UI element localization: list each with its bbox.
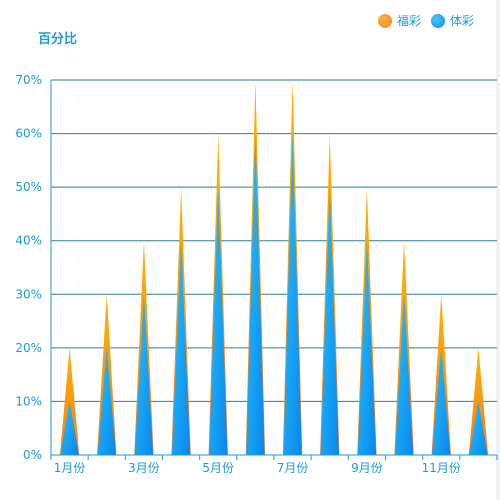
legend-dot-ticai	[430, 13, 445, 28]
x-tick-label: 7月份	[277, 461, 309, 475]
y-tick-label: 70%	[15, 73, 42, 87]
y-tick-label: 40%	[15, 234, 42, 248]
legend-dot-fucai	[377, 13, 392, 28]
x-tick-label: 3月份	[128, 461, 160, 475]
bar-ticai	[320, 187, 339, 455]
x-tick-label: 5月份	[202, 461, 234, 475]
bar-ticai	[60, 401, 79, 455]
legend-item-ticai[interactable]: 体彩	[430, 12, 474, 29]
chart-legend: 福彩 体彩	[368, 12, 474, 29]
x-tick-label: 11月份	[422, 461, 461, 475]
x-tick-label: 1月份	[54, 461, 86, 475]
bar-ticai	[171, 240, 191, 455]
bar-ticai	[283, 133, 302, 456]
y-tick-label: 30%	[15, 287, 42, 301]
y-tick-label: 10%	[15, 394, 42, 408]
bar-ticai	[209, 187, 228, 455]
x-tick-label: 9月份	[351, 461, 383, 475]
bar-ticai	[97, 347, 116, 455]
bar-ticai	[432, 347, 451, 455]
y-tick-label: 20%	[15, 341, 42, 355]
y-tick-label: 50%	[15, 180, 42, 194]
bar-ticai	[357, 240, 377, 455]
legend-item-fucai[interactable]: 福彩	[377, 12, 421, 29]
y-tick-label: 60%	[15, 127, 42, 141]
bar-ticai	[394, 294, 414, 455]
legend-label-fucai: 福彩	[396, 14, 421, 28]
bar-ticai	[246, 133, 265, 456]
chart-title: 百分比	[38, 32, 78, 47]
y-tick-label: 0%	[23, 448, 42, 462]
bar-fucai	[59, 347, 80, 455]
legend-label-ticai: 体彩	[449, 14, 474, 28]
page-edge	[496, 0, 500, 500]
bar-ticai	[134, 294, 154, 455]
bar-ticai	[469, 401, 488, 455]
